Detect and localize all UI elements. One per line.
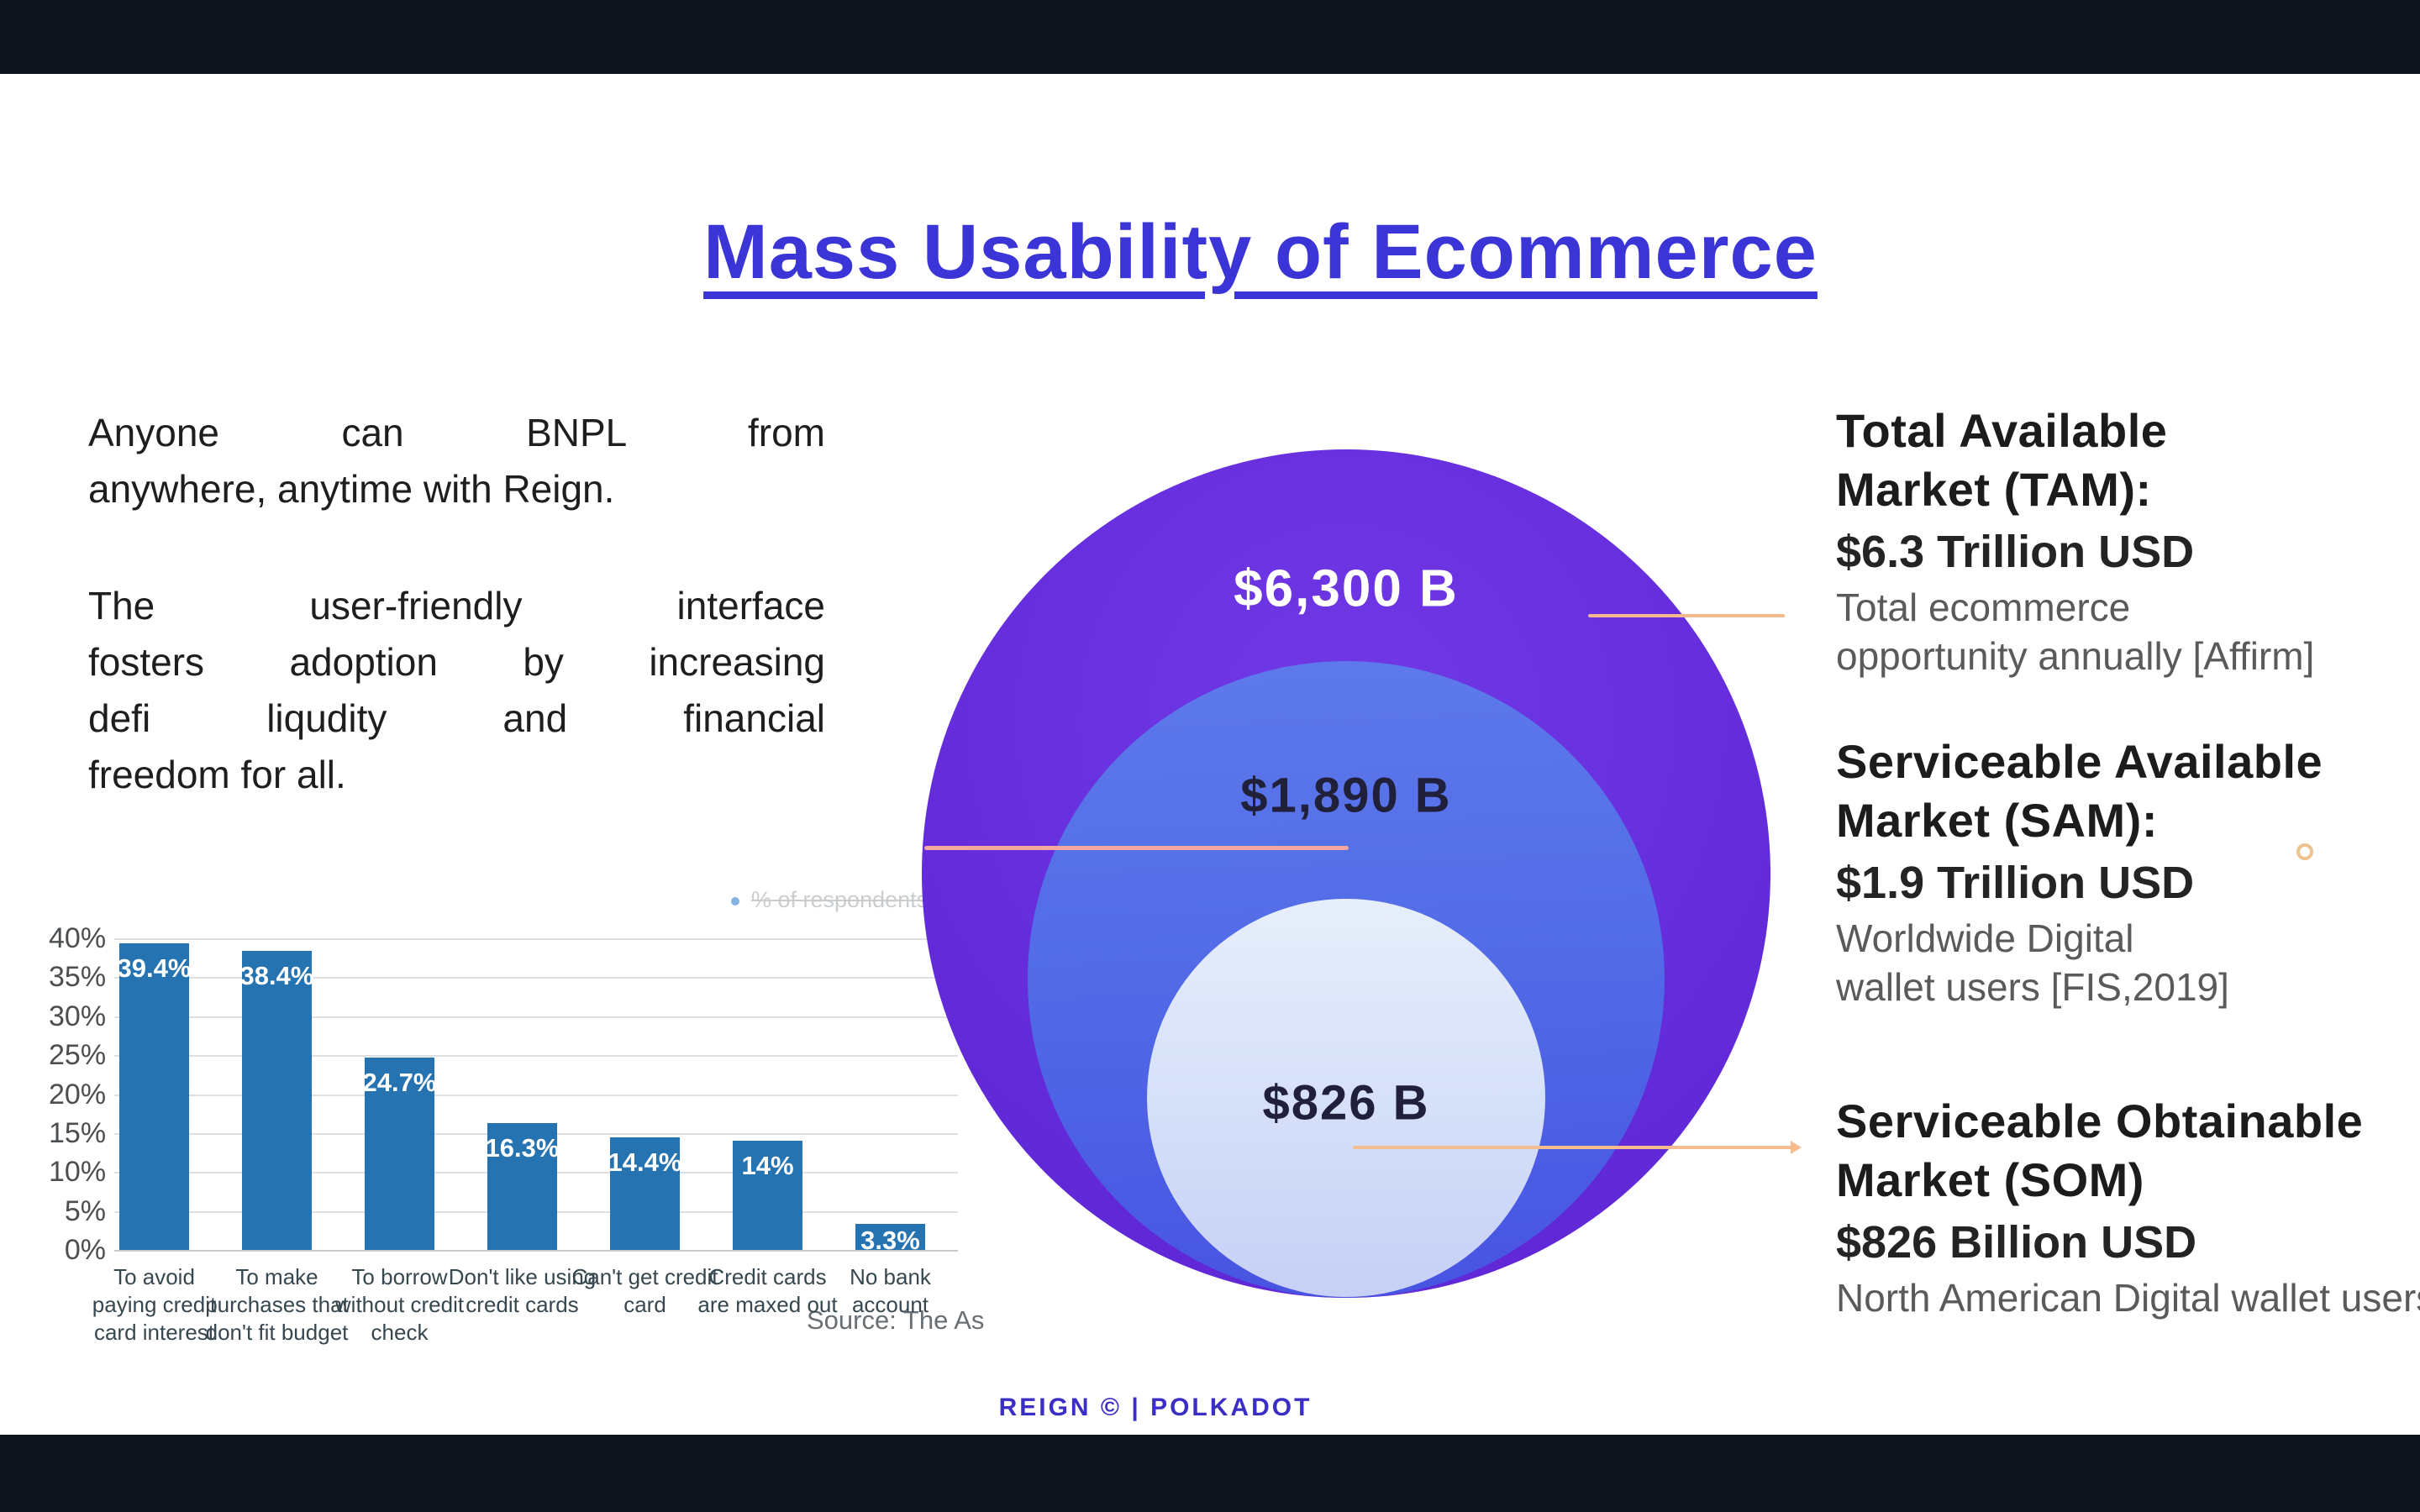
chart-y-tick: 5% [64, 1194, 106, 1227]
chart-legend-remnant: % of respondents [731, 887, 928, 913]
bar-value-label: 38.4% [239, 960, 314, 990]
paragraph-line: fosters adoption by increasing [88, 640, 825, 684]
chart-bar [855, 1224, 925, 1250]
market-description-line: Worldwide Digital [1836, 916, 2134, 960]
market-blocks-column: Total Available Market (TAM): $6.3 Trillio… [1836, 0, 2420, 1512]
bar-value-label: 39.4% [117, 953, 192, 983]
paragraph-line: freedom for all. [88, 753, 346, 796]
paragraph-gap [88, 517, 825, 578]
top-letterbox-bar [0, 0, 2420, 74]
chart-bar [119, 942, 189, 1250]
chart-y-tick: 40% [49, 922, 107, 954]
chart-y-tick: 10% [49, 1156, 107, 1189]
market-description-line: Total ecommerce [1836, 585, 2131, 629]
sam-connector-line [924, 846, 1349, 850]
chart-bar [242, 950, 312, 1250]
bar-category-label: Don't like using credit cards [448, 1264, 597, 1317]
paragraph-line: defi liqudity and financial [88, 696, 825, 740]
market-value: $6.3 Trillion USD [1836, 527, 2195, 577]
legend-dot-icon [731, 896, 739, 906]
bar-category-label: To make purchases that don't fit budget [205, 1264, 349, 1345]
bar-value-label: 14% [741, 1151, 794, 1181]
chart-y-tick: 30% [49, 1000, 107, 1032]
bar-category-label: To avoid paying credit card interest [92, 1264, 217, 1345]
som-circle [1147, 899, 1545, 1297]
legend-remnant-label: % of respondents [751, 887, 929, 912]
tam-circle-label: $6,300 B [1234, 559, 1459, 618]
bar-value-label: 3.3% [860, 1226, 920, 1256]
bnpl-reasons-bar-chart: % of respondents Source: The As 40% 35% 30… [49, 874, 984, 1361]
chart-gridline [114, 1016, 958, 1018]
bottom-letterbox-bar [0, 1435, 2420, 1512]
market-description-line: wallet users [FIS,2019] [1836, 965, 2229, 1009]
bar-value-label: 16.3% [485, 1132, 560, 1163]
market-heading-line: Serviceable Obtainable [1836, 1095, 2364, 1147]
market-value: $1.9 Trillion USD [1836, 858, 2195, 908]
chart-y-tick: 15% [49, 1116, 107, 1149]
market-heading-line: Market (TAM): [1836, 463, 2152, 516]
sam-circle-label: $1,890 B [1240, 768, 1452, 823]
chart-source: Source: The As [807, 1305, 985, 1335]
market-description-line: opportunity annually [Affirm] [1836, 634, 2315, 678]
bar-category-label: Can't get credit card [571, 1264, 718, 1317]
market-heading: Serviceable Obtainable Market (SOM) [1836, 1092, 2420, 1210]
chart-bar [487, 1122, 557, 1250]
market-heading-line: Market (SAM): [1836, 794, 2158, 847]
market-description: North American Digital wallet users [1836, 1273, 2420, 1322]
chart-bar [610, 1137, 680, 1250]
chart-gridline [114, 1250, 958, 1252]
market-heading: Total Available Market (TAM): [1836, 402, 2420, 519]
market-value: $826 Billion USD [1836, 1217, 2197, 1268]
market-description: Worldwide Digital wallet users [FIS,2019] [1836, 914, 2420, 1011]
tam-connector-line [1588, 614, 1785, 617]
chart-y-tick: 25% [49, 1039, 107, 1072]
page-title: Mass Usability of Ecommerce [703, 209, 1818, 295]
chart-bar [733, 1141, 802, 1250]
chart-y-tick: 20% [49, 1078, 107, 1110]
paragraph-line: Anyone can BNPL from [88, 411, 825, 454]
market-heading-line: Serviceable Available [1836, 735, 2323, 788]
paragraph-line: anywhere, anytime with Reign. [88, 467, 615, 511]
bar-category-label: Credit cards are maxed out [697, 1264, 838, 1317]
chart-gridline [114, 938, 958, 940]
paragraph-line: The user-friendly interface [88, 584, 825, 627]
som-circle-label: $826 B [1262, 1075, 1430, 1131]
bar-category-label: To borrow without credit check [334, 1264, 465, 1345]
chart-bar [365, 1057, 434, 1250]
chart-gridline [114, 1055, 958, 1058]
footer-credit: REIGN © | POLKADOT [998, 1394, 1313, 1421]
market-description: Total ecommerce opportunity annually [Aff… [1836, 583, 2420, 680]
bar-value-label: 14.4% [608, 1147, 682, 1178]
market-block-sam: Serviceable Available Market (SAM): $1.9 T… [1836, 732, 2420, 1011]
market-heading-line: Total Available [1836, 404, 2168, 457]
intro-paragraph: Anyone can BNPL from anywhere, anytime wi… [88, 405, 825, 803]
market-description-line: North American Digital wallet users [1836, 1276, 2420, 1320]
chart-y-tick: 35% [49, 961, 107, 994]
bar-category-label: No bank account [850, 1264, 931, 1317]
decorative-ring-icon [2296, 843, 2313, 860]
chart-gridline [114, 977, 958, 979]
market-heading: Serviceable Available Market (SAM): [1836, 732, 2420, 850]
market-block-tam: Total Available Market (TAM): $6.3 Trillio… [1836, 402, 2420, 680]
bar-value-label: 24.7% [362, 1067, 437, 1097]
market-heading-line: Market (SOM) [1836, 1153, 2144, 1206]
market-block-som: Serviceable Obtainable Market (SOM) $826 B… [1836, 1092, 2420, 1322]
chart-gridline [114, 1094, 958, 1096]
chart-y-tick: 0% [64, 1234, 106, 1266]
som-connector-line [1353, 1141, 1802, 1154]
